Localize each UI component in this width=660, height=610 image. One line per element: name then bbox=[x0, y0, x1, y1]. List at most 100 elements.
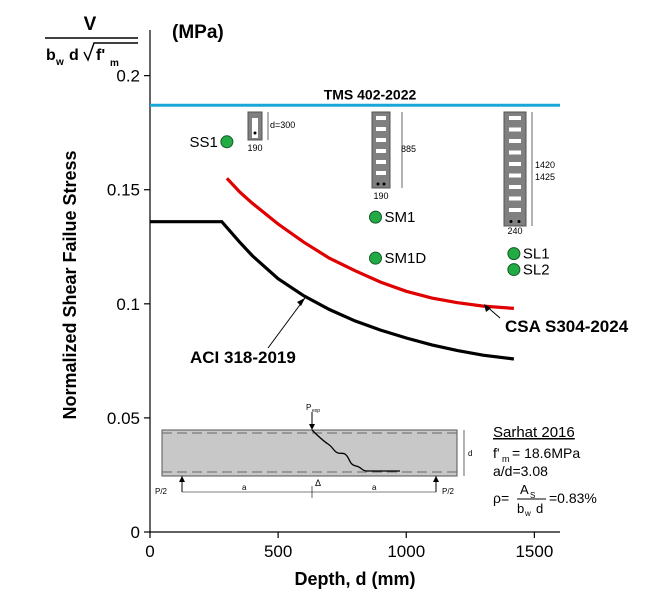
formula-den-f: f' bbox=[96, 47, 105, 64]
axes bbox=[149, 30, 560, 533]
aci-arrowhead-icon bbox=[297, 298, 305, 306]
csa-arrowhead-icon bbox=[484, 304, 491, 312]
span-a-right: a bbox=[372, 483, 377, 492]
section-cell bbox=[509, 116, 521, 120]
rho-value: =0.83% bbox=[549, 490, 597, 506]
data-point bbox=[220, 135, 234, 149]
info-box: Sarhat 2016 f' m = 18.6MPa a/d=3.08 ρ= A… bbox=[493, 424, 597, 518]
section-cell bbox=[376, 127, 386, 131]
section-cell bbox=[509, 162, 521, 166]
medium-dim-label: 885 bbox=[401, 144, 416, 154]
ad-ratio: a/d=3.08 bbox=[493, 463, 548, 479]
x-axis-title: Depth, d (mm) bbox=[295, 569, 416, 589]
rho-den-sub: w bbox=[524, 509, 531, 518]
aci-curve bbox=[150, 220, 515, 361]
specimen-sketch-large: 1420 1425 240 bbox=[503, 111, 555, 236]
left-support-label: P/2 bbox=[155, 487, 168, 496]
large-section-cells bbox=[509, 116, 521, 223]
deflection-label: Δ bbox=[315, 478, 321, 488]
rebar-icon bbox=[517, 220, 521, 223]
sqrt-sign-icon bbox=[83, 42, 138, 62]
section-cell bbox=[509, 173, 521, 178]
aci-leader-line bbox=[267, 297, 306, 349]
fm-value: = 18.6MPa bbox=[512, 445, 580, 461]
y-tick-label: 0.05 bbox=[107, 409, 140, 428]
csa-annotation: CSA S304-2024 bbox=[484, 304, 629, 336]
section-cell bbox=[509, 127, 521, 132]
specimen-sketch-small: d=300 190 bbox=[247, 111, 295, 153]
large-width-label: 240 bbox=[507, 226, 522, 236]
unit-label: (MPa) bbox=[172, 22, 224, 43]
rebar-icon bbox=[376, 182, 380, 186]
small-section-cell bbox=[252, 118, 258, 138]
medium-section-cells bbox=[376, 116, 386, 186]
x-tick-label: 1000 bbox=[387, 542, 425, 561]
tms-label: TMS 402-2022 bbox=[324, 86, 417, 102]
large-dim-label-2: 1425 bbox=[535, 172, 555, 182]
x-tick-label: 500 bbox=[264, 542, 292, 561]
formula-den-b-sub: w bbox=[55, 57, 64, 68]
span-a-left: a bbox=[242, 483, 247, 492]
rebar-icon bbox=[382, 182, 386, 186]
right-support-label: P/2 bbox=[442, 487, 455, 496]
section-cell bbox=[376, 149, 386, 153]
rho-prefix: ρ= bbox=[493, 490, 509, 506]
aci-label: ACI 318-2019 bbox=[190, 348, 296, 367]
rho-den-b: b bbox=[517, 501, 524, 516]
beam-sketch: P exp P/2 P/2 a a Δ d bbox=[155, 403, 472, 498]
rho-num-sub: S bbox=[530, 491, 535, 500]
y-tick-label: 0.15 bbox=[107, 181, 140, 200]
section-cell bbox=[509, 150, 521, 155]
data-point-label: SM1 bbox=[385, 209, 416, 226]
rho-den-d: d bbox=[536, 501, 543, 516]
depth-label: d bbox=[468, 449, 472, 458]
aci-annotation: ACI 318-2019 bbox=[190, 297, 306, 367]
formula-den-f-sub: m bbox=[110, 58, 119, 69]
load-label: P bbox=[306, 403, 311, 412]
rebar-icon bbox=[509, 220, 513, 223]
ticks: 0 500 1000 1500 0 0.05 0.1 0.15 0.2 bbox=[107, 67, 553, 561]
formula-den-b: b bbox=[46, 47, 56, 64]
csa-curve bbox=[225, 177, 515, 310]
specimen-sketch-medium: 885 190 bbox=[371, 111, 416, 201]
section-cell bbox=[376, 138, 386, 142]
csa-label: CSA S304-2024 bbox=[505, 317, 629, 336]
y-axis-title: Normalized Shear Failue Stress bbox=[60, 150, 80, 419]
source-label: Sarhat 2016 bbox=[493, 424, 575, 441]
y-tick-label: 0.2 bbox=[116, 67, 140, 86]
data-point bbox=[507, 263, 521, 277]
beam-crack-line bbox=[311, 429, 400, 472]
data-point-label: SL2 bbox=[523, 262, 550, 279]
section-cell bbox=[509, 185, 521, 189]
fm-prefix: f' bbox=[493, 445, 500, 461]
small-width-label: 190 bbox=[247, 143, 262, 153]
section-cell bbox=[509, 139, 521, 143]
small-rebar-icon bbox=[253, 131, 257, 135]
data-point bbox=[507, 247, 521, 261]
formula-den-d: d bbox=[69, 47, 79, 64]
data-point-label: SS1 bbox=[190, 134, 218, 151]
large-dim-label-1: 1420 bbox=[535, 160, 555, 170]
y-tick-label: 0 bbox=[131, 523, 140, 542]
load-sub-label: exp bbox=[312, 408, 320, 414]
data-point-label: SL1 bbox=[523, 246, 550, 263]
data-point bbox=[369, 251, 382, 265]
small-dim-label: d=300 bbox=[270, 120, 295, 130]
section-cell bbox=[509, 196, 521, 201]
left-support-arrow-icon bbox=[179, 476, 185, 482]
right-support-arrow-icon bbox=[433, 476, 439, 482]
rho-num: A bbox=[520, 482, 529, 497]
load-arrow-icon bbox=[309, 424, 315, 430]
y-tick-label: 0.1 bbox=[116, 295, 140, 314]
beam-body bbox=[161, 429, 458, 477]
x-tick-label: 0 bbox=[145, 542, 154, 561]
fm-sub: m bbox=[502, 454, 510, 464]
formula-numerator: V bbox=[84, 14, 97, 35]
data-point-label: SM1D bbox=[385, 250, 427, 267]
section-cell bbox=[376, 116, 386, 120]
data-point bbox=[369, 210, 382, 224]
tms-line-group: TMS 402-2022 bbox=[150, 86, 560, 107]
section-cell bbox=[376, 171, 386, 175]
